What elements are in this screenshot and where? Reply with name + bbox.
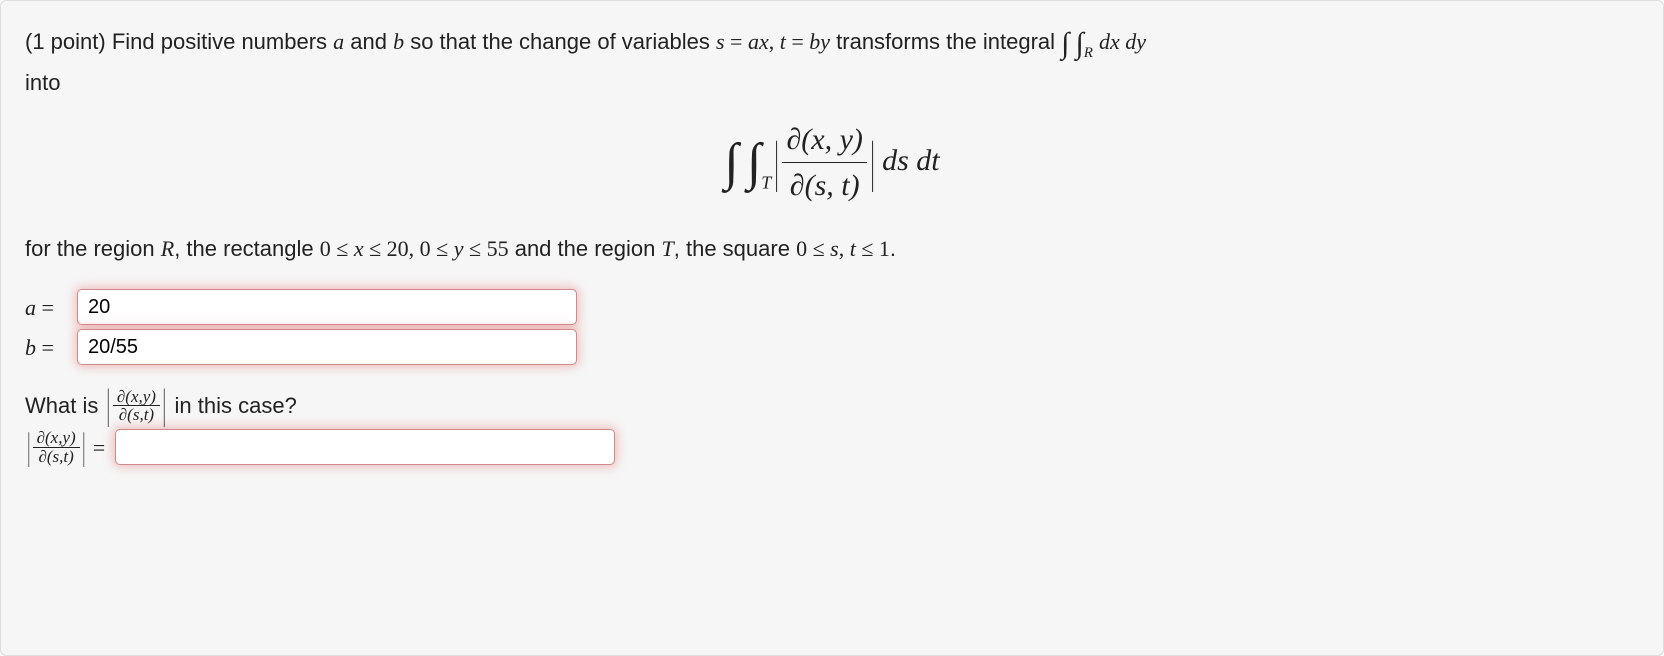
- region-text-2: , the rectangle: [174, 236, 320, 261]
- problem-statement: (1 point) Find positive numbers a and b …: [25, 21, 1639, 99]
- jac-label-den: ∂(s,t): [33, 447, 80, 466]
- region-T: T: [662, 236, 674, 261]
- jac-abs-right: |: [82, 430, 85, 464]
- rect-bounds: 0 ≤ x ≤ 20, 0 ≤ y ≤ 55: [320, 236, 509, 261]
- region-description: for the region R, the rectangle 0 ≤ x ≤ …: [25, 232, 1639, 265]
- display-int-1: ∫: [724, 137, 738, 189]
- integral-symbol-1: ∫: [1061, 27, 1069, 60]
- var-b: b: [393, 29, 404, 54]
- q2-suffix: in this case?: [175, 389, 297, 422]
- integral-symbol-2: ∫: [1075, 27, 1083, 60]
- label-b: b =: [25, 331, 77, 364]
- label-jac: | ∂(x,y) ∂(s,t) | =: [25, 429, 115, 466]
- cov-ax: ax: [748, 29, 769, 54]
- eq-sign-1: =: [725, 29, 748, 54]
- label-a: a =: [25, 291, 77, 324]
- jac-label-num: ∂(x,y): [33, 429, 80, 447]
- input-jacobian[interactable]: [115, 429, 615, 465]
- abs-bar-left: |: [775, 137, 779, 187]
- q2-prompt: What is | ∂(x,y) ∂(s,t) | in this case?: [25, 387, 1639, 425]
- jac-den: ∂(s, t): [782, 162, 866, 208]
- display-int-2: ∫: [747, 137, 761, 189]
- input-b[interactable]: [77, 329, 577, 365]
- problem-container: (1 point) Find positive numbers a and b …: [0, 0, 1664, 656]
- into-text: into: [25, 70, 60, 95]
- jac-num: ∂(x, y): [782, 117, 866, 162]
- region-text-3: and the region: [509, 236, 662, 261]
- display-dsdt: ds dt: [882, 144, 940, 177]
- answer-row-b: b =: [25, 329, 1639, 365]
- input-a[interactable]: [77, 289, 577, 325]
- integral-sub-R: R: [1084, 45, 1093, 61]
- q2-jac-den: ∂(s,t): [113, 405, 160, 424]
- jac-label-frac: ∂(x,y) ∂(s,t): [33, 429, 80, 466]
- jac-abs-left: |: [27, 430, 30, 464]
- intro-text-3: so that the change of variables: [404, 29, 716, 54]
- square-bounds: 0 ≤ s, t ≤ 1: [796, 236, 890, 261]
- intro-text-1: Find positive numbers: [112, 29, 333, 54]
- answer-row-jac: | ∂(x,y) ∂(s,t) | =: [25, 429, 1639, 466]
- q2-abs-left: |: [107, 387, 110, 425]
- intro-text-4: transforms the integral: [830, 29, 1061, 54]
- q2-prefix: What is: [25, 389, 98, 422]
- points-label: (1 point): [25, 29, 112, 54]
- region-text-4: , the square: [674, 236, 796, 261]
- cov-s: s: [716, 29, 725, 54]
- var-a: a: [333, 29, 344, 54]
- q2-jac-num: ∂(x,y): [113, 388, 160, 406]
- jacobian-fraction: ∂(x, y) ∂(s, t): [782, 117, 866, 208]
- intro-text-2: and: [344, 29, 393, 54]
- region-text-1: for the region: [25, 236, 161, 261]
- comma-1: ,: [769, 29, 780, 54]
- cov-by: by: [809, 29, 830, 54]
- integral-dxdy: dx dy: [1099, 29, 1146, 54]
- region-R: R: [161, 236, 174, 261]
- display-equation: ∫ ∫T| ∂(x, y) ∂(s, t) |ds dt: [25, 117, 1639, 208]
- q2-abs-right: |: [163, 387, 166, 425]
- answer-row-a: a =: [25, 289, 1639, 325]
- abs-bar-right: |: [871, 137, 875, 187]
- display-sub-T: T: [761, 172, 771, 192]
- jac-eq: =: [93, 431, 105, 464]
- question-2: What is | ∂(x,y) ∂(s,t) | in this case? …: [25, 387, 1639, 465]
- period: .: [890, 236, 896, 261]
- q2-jac-frac: ∂(x,y) ∂(s,t): [113, 388, 160, 425]
- eq-sign-2: =: [786, 29, 809, 54]
